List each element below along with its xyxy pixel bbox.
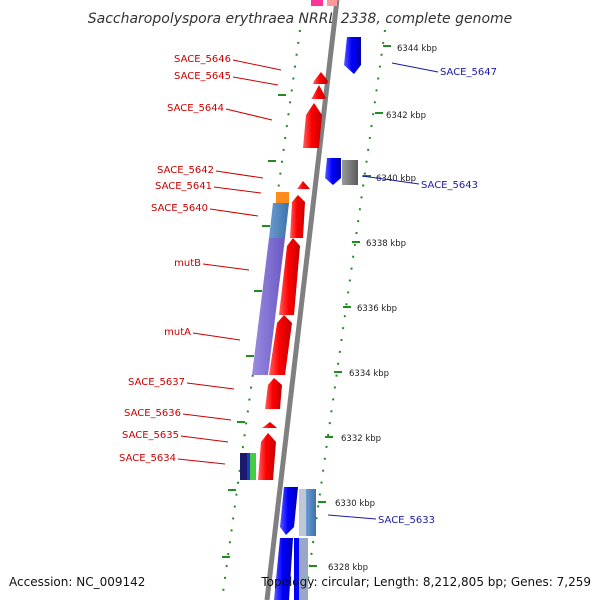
domain-orange — [276, 192, 289, 203]
label-SACE_5646: SACE_5646 — [174, 54, 282, 71]
gene-bottom-3 — [299, 538, 308, 600]
svg-text:mutA: mutA — [164, 327, 191, 338]
svg-text:SACE_5640: SACE_5640 — [151, 203, 208, 214]
gene-mutB — [279, 238, 300, 315]
svg-text:SACE_5635: SACE_5635 — [122, 430, 179, 441]
label-SACE_5634: SACE_5634 — [119, 453, 226, 465]
svg-text:6338 kbp: 6338 kbp — [366, 239, 406, 249]
svg-text:SACE_5644: SACE_5644 — [167, 103, 224, 114]
label-SACE_5637: SACE_5637 — [128, 377, 235, 390]
gene-SACE_5641 — [290, 195, 305, 238]
tick-6338: 6338 kbp — [352, 239, 406, 249]
gene-bottom-2 — [294, 538, 299, 600]
label-mutA: mutA — [164, 327, 241, 341]
gene-SACE_5642 — [297, 181, 310, 189]
genome-summary-text: Topology: circular; Length: 8,212,805 bp… — [260, 575, 591, 589]
svg-text:SACE_5637: SACE_5637 — [128, 377, 185, 388]
svg-text:SACE_5646: SACE_5646 — [174, 54, 231, 65]
label-mutB: mutB — [174, 258, 250, 271]
svg-text:SACE_5647: SACE_5647 — [440, 67, 497, 78]
tick-6332: 6332 kbp — [325, 434, 381, 444]
svg-text:SACE_5636: SACE_5636 — [124, 408, 181, 419]
gene-SACE_5633-steel — [306, 489, 316, 536]
domain-SACE_5640 — [269, 203, 289, 238]
label-SACE_5635: SACE_5635 — [122, 430, 229, 443]
tick-6330: 6330 kbp — [318, 499, 375, 509]
gene-top-partial — [311, 0, 323, 6]
svg-text:6342 kbp: 6342 kbp — [386, 111, 426, 121]
svg-text:SACE_5645: SACE_5645 — [174, 71, 231, 82]
label-SACE_5641: SACE_5641 — [155, 181, 262, 194]
gene-SACE_5644 — [303, 103, 322, 148]
gene-bottom-1 — [274, 538, 293, 600]
label-SACE_5647: SACE_5647 — [391, 62, 497, 78]
svg-text:6336 kbp: 6336 kbp — [357, 304, 397, 314]
svg-text:mutB: mutB — [174, 258, 201, 269]
gene-SACE_5645 — [311, 85, 326, 99]
svg-text:6330 kbp: 6330 kbp — [335, 499, 375, 509]
svg-text:6340 kbp: 6340 kbp — [376, 174, 416, 184]
label-SACE_5640: SACE_5640 — [151, 203, 259, 217]
gene-grey — [342, 160, 358, 185]
gene-SACE_5643 — [325, 158, 341, 185]
label-SACE_5633: SACE_5633 — [327, 514, 435, 526]
gene-top-partial-2 — [327, 0, 337, 6]
label-SACE_5642: SACE_5642 — [157, 165, 264, 179]
domain-dark — [240, 453, 247, 480]
tick-6342: 6342 kbp — [375, 111, 426, 121]
svg-text:6332 kbp: 6332 kbp — [341, 434, 381, 444]
gene-SACE_5633-light — [299, 489, 306, 536]
label-SACE_5645: SACE_5645 — [174, 71, 279, 86]
accession-text: Accession: NC_009142 — [9, 575, 145, 589]
gene-mutA — [269, 315, 292, 375]
gene-SACE_5646 — [313, 72, 328, 84]
svg-text:SACE_5634: SACE_5634 — [119, 453, 176, 464]
tick-6344: 6344 kbp — [383, 44, 437, 54]
svg-text:6344 kbp: 6344 kbp — [397, 44, 437, 54]
gene-SACE_5634 — [258, 433, 276, 480]
domain-blue-thin — [247, 453, 250, 480]
tick-6334: 6334 kbp — [334, 369, 389, 379]
label-SACE_5636: SACE_5636 — [124, 408, 232, 421]
genome-backbone — [264, 0, 340, 600]
svg-text:6334 kbp: 6334 kbp — [349, 369, 389, 379]
svg-text:SACE_5643: SACE_5643 — [421, 180, 478, 191]
domain-green — [250, 453, 256, 480]
svg-text:6328 kbp: 6328 kbp — [328, 563, 368, 573]
svg-text:SACE_5633: SACE_5633 — [378, 515, 435, 526]
gene-SACE_5635 — [262, 422, 277, 428]
label-SACE_5644: SACE_5644 — [167, 103, 273, 121]
inner-minor-ticks — [222, 94, 286, 558]
map-title: Saccharopolyspora erythraea NRRL 2338, c… — [88, 11, 513, 27]
tick-6336: 6336 kbp — [343, 304, 397, 314]
svg-text:SACE_5642: SACE_5642 — [157, 165, 214, 176]
domain-mut — [252, 238, 285, 375]
svg-text:SACE_5641: SACE_5641 — [155, 181, 212, 192]
gene-SACE_5647 — [344, 37, 361, 74]
tick-6328: 6328 kbp — [309, 563, 368, 573]
gene-SACE_5637 — [265, 378, 282, 409]
gene-SACE_5633 — [280, 487, 298, 535]
label-SACE_5643: SACE_5643 — [361, 175, 478, 191]
